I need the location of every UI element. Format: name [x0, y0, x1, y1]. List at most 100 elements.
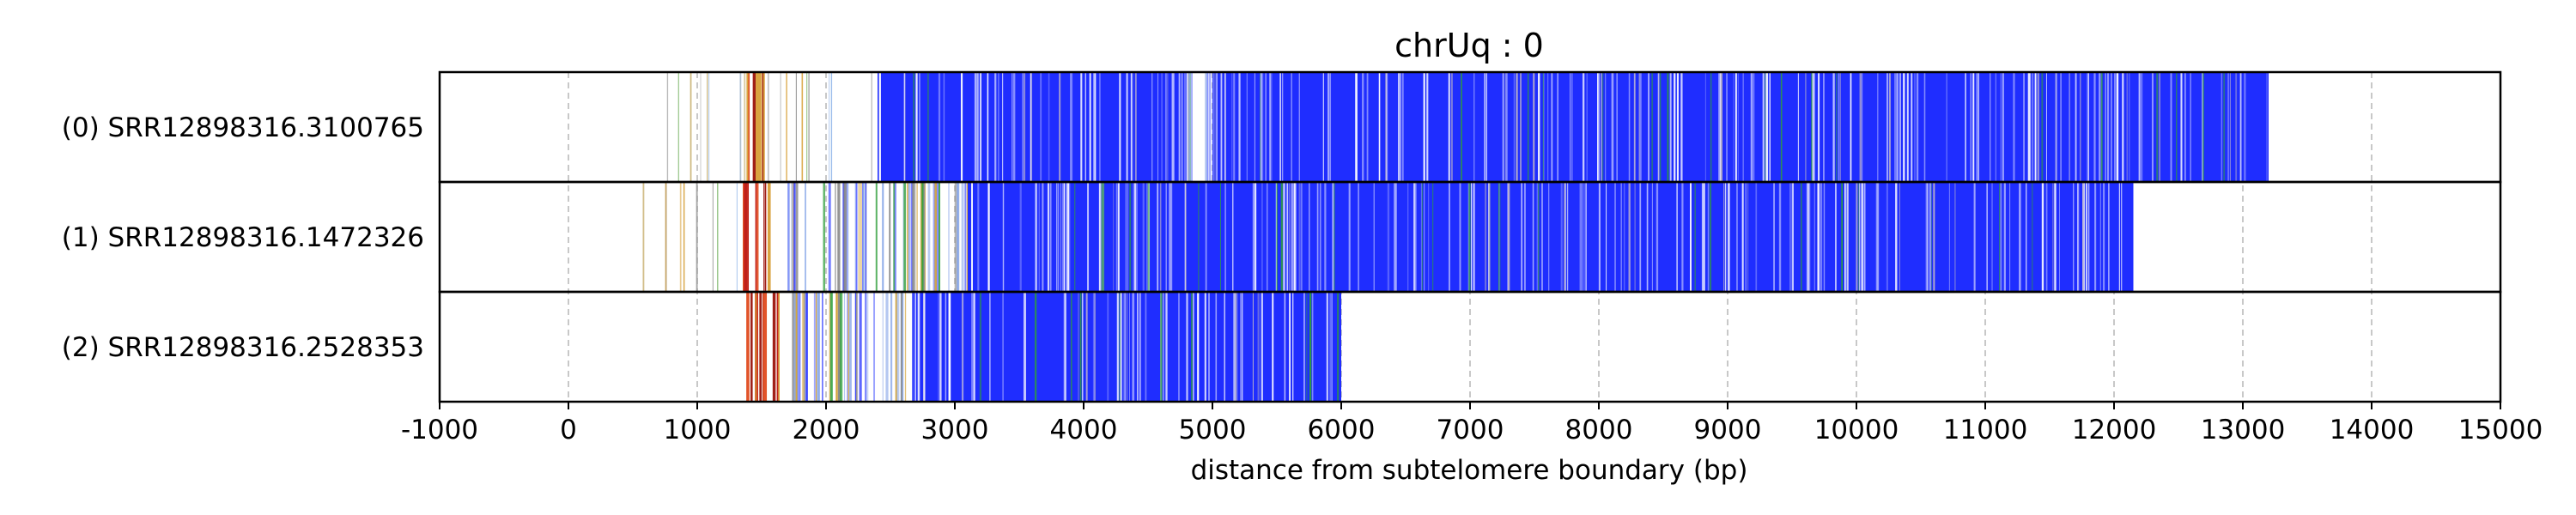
- mark-line: [848, 292, 849, 402]
- mark-line: [1965, 72, 1966, 182]
- mark-line: [1300, 182, 1303, 292]
- mark-line: [1205, 292, 1206, 402]
- mark-line: [1355, 72, 1357, 182]
- mark-line: [2003, 182, 2006, 292]
- mark-line: [1461, 72, 1463, 182]
- mark-line: [1701, 182, 1704, 292]
- mark-line: [2088, 72, 2089, 182]
- mark-line: [1762, 72, 1765, 182]
- mark-line: [864, 292, 867, 402]
- mark-line: [1448, 182, 1451, 292]
- mark-line: [1485, 182, 1487, 292]
- mark-line: [1298, 72, 1300, 182]
- x-tick-label: 3000: [921, 415, 989, 445]
- mark-line: [1856, 182, 1858, 292]
- mark-line: [1832, 72, 1834, 182]
- mark-line: [2180, 72, 2183, 182]
- mark-line: [977, 182, 980, 292]
- mark-line: [1057, 182, 1060, 292]
- mark-line: [1098, 182, 1101, 292]
- mark-line: [1498, 182, 1500, 292]
- mark-line: [948, 292, 951, 402]
- mark-line: [746, 72, 750, 182]
- mark-line: [2176, 72, 2178, 182]
- mark-line: [1927, 182, 1929, 292]
- mark-line: [1690, 182, 1692, 292]
- mark-line: [2118, 182, 2120, 292]
- mark-line: [2075, 72, 2077, 182]
- mark-line: [1585, 182, 1587, 292]
- mark-line: [795, 182, 799, 292]
- mark-line: [1224, 72, 1226, 182]
- mark-line: [805, 292, 808, 402]
- mark-line: [1276, 182, 1278, 292]
- mark-line: [1669, 72, 1672, 182]
- mark-line: [920, 182, 924, 292]
- mark-line: [902, 292, 904, 402]
- mark-line: [1807, 182, 1809, 292]
- mark-line: [1113, 182, 1115, 292]
- mark-line: [916, 182, 918, 292]
- mark-line: [2041, 182, 2044, 292]
- mark-line: [1863, 182, 1866, 292]
- mark-line: [792, 292, 795, 402]
- mark-line: [2087, 72, 2089, 182]
- mark-line: [1586, 72, 1588, 182]
- mark-line: [2023, 72, 2026, 182]
- mark-line: [1286, 182, 1289, 292]
- mark-line: [1428, 182, 1430, 292]
- mark-line: [1331, 292, 1333, 402]
- mark-line: [890, 292, 893, 402]
- mark-line: [1745, 182, 1747, 292]
- mark-line: [1261, 292, 1263, 402]
- mark-line: [1694, 182, 1696, 292]
- mark-line: [2045, 72, 2047, 182]
- mark-line: [1542, 72, 1544, 182]
- mark-line: [957, 182, 960, 292]
- mark-line: [854, 292, 856, 402]
- mark-line: [767, 182, 771, 292]
- mark-line: [1571, 72, 1573, 182]
- mark-line: [1638, 72, 1640, 182]
- mark-line: [2079, 72, 2081, 182]
- mark-line: [1012, 72, 1016, 182]
- mark-line: [642, 182, 645, 292]
- mark-line: [1861, 72, 1863, 182]
- mark-line: [1233, 72, 1236, 182]
- mark-line: [1858, 182, 1860, 292]
- mark-line: [1214, 72, 1216, 182]
- mark-line: [793, 292, 796, 402]
- mark-line: [1818, 72, 1820, 182]
- mark-line: [1133, 182, 1137, 292]
- mark-line: [822, 292, 823, 402]
- mark-line: [746, 182, 750, 292]
- mark-line: [2094, 182, 2097, 292]
- mark-line: [1332, 182, 1334, 292]
- mark-line: [1207, 292, 1210, 402]
- mark-line: [828, 182, 831, 292]
- mark-line: [1709, 182, 1712, 292]
- mark-line: [917, 292, 920, 402]
- read-segment-mixed: [787, 182, 969, 292]
- mark-line: [744, 182, 748, 292]
- mark-line: [708, 72, 710, 182]
- mark-line: [1161, 72, 1163, 182]
- read-segment-mixed: [792, 292, 916, 402]
- mark-line: [1261, 72, 1264, 182]
- mark-line: [1597, 72, 1599, 182]
- mark-line: [1628, 182, 1631, 292]
- mark-line: [1047, 182, 1050, 292]
- mark-line: [873, 292, 876, 402]
- mark-line: [1115, 182, 1118, 292]
- mark-line: [1484, 72, 1486, 182]
- mark-line: [1063, 292, 1066, 402]
- mark-line: [1187, 292, 1188, 402]
- mark-line: [1407, 182, 1409, 292]
- mark-line: [762, 72, 763, 182]
- mark-line: [2111, 72, 2112, 182]
- mark-line: [933, 182, 938, 292]
- mark-line: [1002, 292, 1004, 402]
- mark-line: [2151, 72, 2154, 182]
- mark-line: [1972, 72, 1975, 182]
- mark-line: [1424, 182, 1425, 292]
